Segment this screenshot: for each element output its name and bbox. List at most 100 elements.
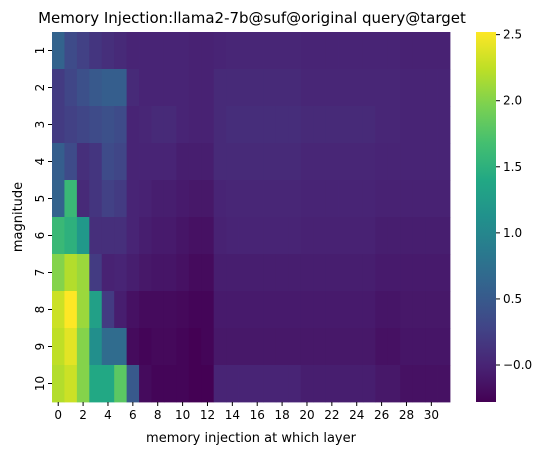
- heatmap-cell: [263, 106, 277, 144]
- heatmap-cell: [400, 254, 414, 292]
- y-tick-label: 6: [33, 232, 47, 240]
- heatmap-cell: [114, 291, 128, 329]
- heatmap-cell: [188, 328, 202, 366]
- heatmap-cell: [313, 143, 327, 181]
- heatmap-cell: [238, 365, 252, 403]
- heatmap-cell: [101, 217, 115, 255]
- heatmap-cell: [163, 254, 177, 292]
- heatmap-cell: [263, 32, 277, 70]
- y-tick-label: 8: [33, 306, 47, 314]
- heatmap-cell: [375, 32, 389, 70]
- heatmap-cell: [188, 365, 202, 403]
- heatmap-cell: [288, 291, 302, 329]
- heatmap-cell: [387, 180, 401, 218]
- heatmap-cell: [226, 217, 239, 255]
- heatmap-cell: [76, 180, 90, 218]
- heatmap-cell: [275, 69, 289, 107]
- heatmap-cell: [412, 180, 426, 218]
- x-tick-label: 0: [54, 408, 62, 422]
- heatmap-cell: [313, 106, 327, 144]
- heatmap-cell: [226, 254, 239, 292]
- heatmap-cell: [425, 365, 438, 403]
- heatmap-cell: [126, 180, 140, 218]
- heatmap-cell: [425, 69, 438, 107]
- heatmap-cell: [64, 143, 78, 181]
- heatmap-cell: [412, 328, 426, 366]
- heatmap-cell: [387, 254, 401, 292]
- heatmap-cell: [375, 365, 389, 403]
- heatmap-cell: [362, 180, 376, 218]
- x-tick-label: 10: [175, 408, 190, 422]
- heatmap-cell: [114, 254, 128, 292]
- heatmap-cell: [288, 254, 302, 292]
- heatmap-cell: [139, 365, 152, 403]
- heatmap-cell: [338, 254, 351, 292]
- heatmap-cell: [126, 69, 140, 107]
- x-tick-label: 30: [424, 408, 439, 422]
- heatmap-cell: [89, 180, 103, 218]
- heatmap-cell: [325, 365, 339, 403]
- heatmap-cell: [275, 291, 289, 329]
- heatmap-cell: [126, 217, 140, 255]
- heatmap-cell: [151, 254, 165, 292]
- heatmap-cell: [226, 143, 239, 181]
- heatmap-cell: [213, 328, 227, 366]
- heatmap-cell: [400, 291, 414, 329]
- heatmap-cell: [52, 365, 65, 403]
- heatmap-cell: [101, 291, 115, 329]
- heatmap-cell: [325, 32, 339, 70]
- x-tick-label: 16: [250, 408, 265, 422]
- heatmap-cell: [163, 32, 177, 70]
- heatmap-cell: [188, 69, 202, 107]
- heatmap-cell: [238, 254, 252, 292]
- heatmap-cell: [275, 106, 289, 144]
- heatmap-cell: [325, 328, 339, 366]
- chart-title: Memory Injection:llama2-7b@suf@original …: [38, 9, 466, 27]
- heatmap-cell: [76, 254, 90, 292]
- heatmap-cell: [425, 32, 438, 70]
- heatmap-cell: [350, 143, 364, 181]
- heatmap-cell: [76, 291, 90, 329]
- heatmap-cell: [64, 32, 78, 70]
- heatmap-cell: [226, 291, 239, 329]
- heatmap-cell: [139, 32, 152, 70]
- heatmap-cell: [151, 32, 165, 70]
- heatmap-cell: [275, 365, 289, 403]
- heatmap-cell: [114, 180, 128, 218]
- heatmap-cell: [325, 291, 339, 329]
- heatmap-cell: [139, 180, 152, 218]
- y-tick-label: 3: [33, 121, 47, 129]
- heatmap-cell: [400, 32, 414, 70]
- y-tick-label: 7: [33, 269, 47, 277]
- heatmap-cell: [126, 365, 140, 403]
- heatmap-cell: [126, 254, 140, 292]
- heatmap-cell: [64, 328, 78, 366]
- heatmap-cell: [362, 106, 376, 144]
- heatmap-cell: [251, 143, 264, 181]
- heatmap-cell: [64, 291, 78, 329]
- colorbar-tick-label: −0.0: [503, 358, 532, 372]
- x-tick-label: 26: [374, 408, 389, 422]
- heatmap-cell: [238, 217, 252, 255]
- heatmap-cell: [163, 143, 177, 181]
- heatmap-cell: [101, 180, 115, 218]
- heatmap-cell: [288, 143, 302, 181]
- heatmap-cell: [425, 328, 438, 366]
- heatmap-cell: [213, 106, 227, 144]
- x-tick-label: 12: [200, 408, 215, 422]
- heatmap-cell: [362, 291, 376, 329]
- heatmap-cell: [89, 69, 103, 107]
- heatmap-cell: [313, 180, 327, 218]
- heatmap-cell: [101, 69, 115, 107]
- heatmap-cell: [238, 106, 252, 144]
- heatmap-cell: [251, 328, 264, 366]
- heatmap-cell: [163, 106, 177, 144]
- heatmap-cell: [101, 106, 115, 144]
- heatmap-cell: [288, 217, 302, 255]
- x-tick-label: 14: [225, 408, 240, 422]
- heatmap-cell: [288, 365, 302, 403]
- heatmap-cell: [76, 106, 90, 144]
- heatmap-cell: [163, 69, 177, 107]
- heatmap-cell: [288, 180, 302, 218]
- heatmap-cell: [251, 180, 264, 218]
